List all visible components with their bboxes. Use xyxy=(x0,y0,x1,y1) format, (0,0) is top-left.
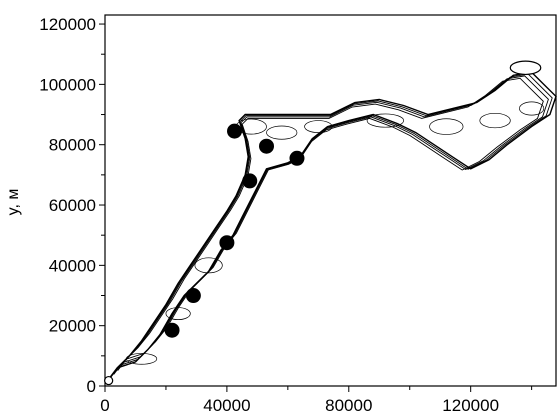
y-axis-label: y, м xyxy=(5,189,22,216)
contour-line xyxy=(107,71,557,381)
contour-layer xyxy=(104,60,557,386)
contour-loop xyxy=(366,113,404,128)
x-tick-label: 80000 xyxy=(325,396,372,415)
contour-loop xyxy=(125,353,158,365)
y-tick-label: 60000 xyxy=(49,196,96,215)
contour-loop xyxy=(194,257,223,274)
data-point xyxy=(164,322,180,338)
x-tick-label: 120000 xyxy=(442,396,499,415)
axes-layer xyxy=(99,14,557,392)
y-tick-label: 40000 xyxy=(49,256,96,275)
contour-line xyxy=(110,73,553,378)
data-point xyxy=(242,173,258,189)
x-tick-label: 40000 xyxy=(203,396,250,415)
data-point xyxy=(185,288,201,304)
data-point xyxy=(259,138,275,154)
y-tick-label: 120000 xyxy=(39,15,96,34)
y-tick-label: 20000 xyxy=(49,317,96,336)
labels-layer: 0 40000 80000 120000 0 20000 40000 60000 80000 10… xyxy=(5,15,499,415)
contour-loop xyxy=(519,101,545,116)
y-tick-label: 80000 xyxy=(49,136,96,155)
y-tick-label: 100000 xyxy=(39,75,96,94)
contour-loop xyxy=(165,307,191,320)
data-point xyxy=(219,235,235,251)
data-point xyxy=(227,123,243,139)
contour-line xyxy=(117,77,544,371)
data-point xyxy=(289,150,305,166)
x-tick-label: 0 xyxy=(100,396,109,415)
contour-loop xyxy=(304,120,333,133)
contour-line xyxy=(113,75,549,375)
oval-marker xyxy=(509,60,542,76)
y-tick-label: 0 xyxy=(87,377,96,396)
points-layer xyxy=(164,123,305,338)
plot-frame xyxy=(104,14,557,387)
contour-loop xyxy=(266,125,298,140)
contour-loop xyxy=(479,112,511,129)
contour-loop xyxy=(429,118,464,135)
origin-marker xyxy=(104,375,114,386)
